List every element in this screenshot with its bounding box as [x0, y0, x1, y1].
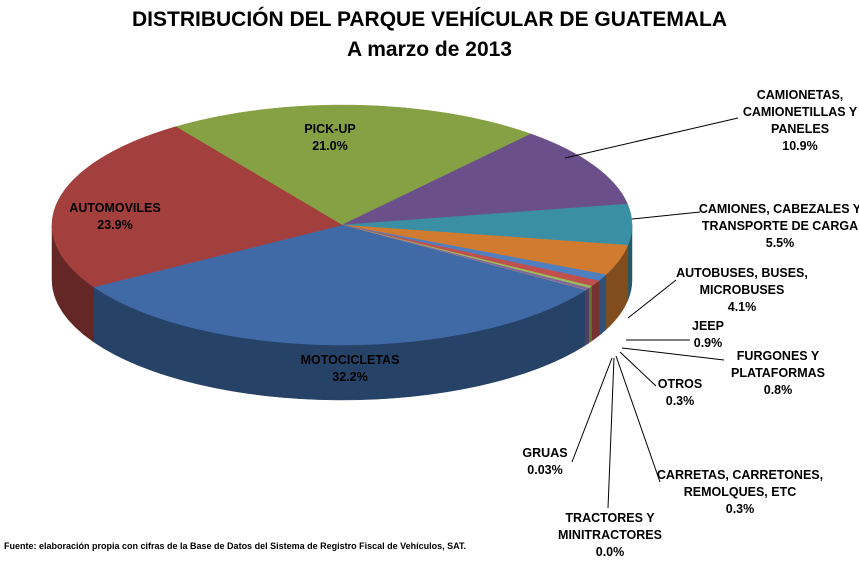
category-label: AUTOBUSES, BUSES, MICROBUSES	[675, 265, 810, 299]
category-label: CAMIONETAS, CAMIONETILLAS Y PANELES	[735, 87, 859, 138]
value-label: 0.3%	[650, 393, 710, 410]
slice-side	[599, 275, 606, 336]
value-label: 32.2%	[285, 369, 415, 386]
leader-line	[608, 358, 614, 508]
value-label: 10.9%	[735, 138, 859, 155]
value-label: 5.5%	[698, 235, 859, 252]
slice-label: CAMIONES, CABEZALES Y TRANSPORTE DE CARG…	[698, 201, 859, 252]
leader-line	[632, 212, 700, 219]
slice-side	[592, 281, 599, 341]
value-label: 4.1%	[675, 299, 810, 316]
value-label: 0.3%	[653, 501, 828, 518]
category-label: JEEP	[678, 318, 738, 335]
slice-side	[586, 288, 589, 345]
value-label: 0.8%	[723, 382, 833, 399]
slice-side	[589, 286, 592, 343]
category-label: GRUAS	[510, 445, 580, 462]
category-label: CAMIONES, CABEZALES Y TRANSPORTE DE CARG…	[698, 201, 859, 235]
value-label: 0.0%	[550, 544, 670, 561]
category-label: CARRETAS, CARRETONES, REMOLQUES, ETC	[653, 467, 828, 501]
value-label: 0.03%	[510, 462, 580, 479]
source-note: Fuente: elaboración propia con cifras de…	[4, 541, 466, 551]
category-label: FURGONES Y PLATAFORMAS	[723, 348, 833, 382]
leader-line	[616, 356, 660, 482]
category-label: MOTOCICLETAS	[285, 352, 415, 369]
value-label: 21.0%	[270, 138, 390, 155]
category-label: OTROS	[650, 376, 710, 393]
leader-line	[628, 280, 676, 318]
category-label: PICK-UP	[270, 121, 390, 138]
leader-line	[565, 118, 738, 158]
value-label: 23.9%	[55, 217, 175, 234]
category-label: AUTOMOVILES	[55, 200, 175, 217]
category-label: TRACTORES Y MINITRACTORES	[550, 510, 670, 544]
